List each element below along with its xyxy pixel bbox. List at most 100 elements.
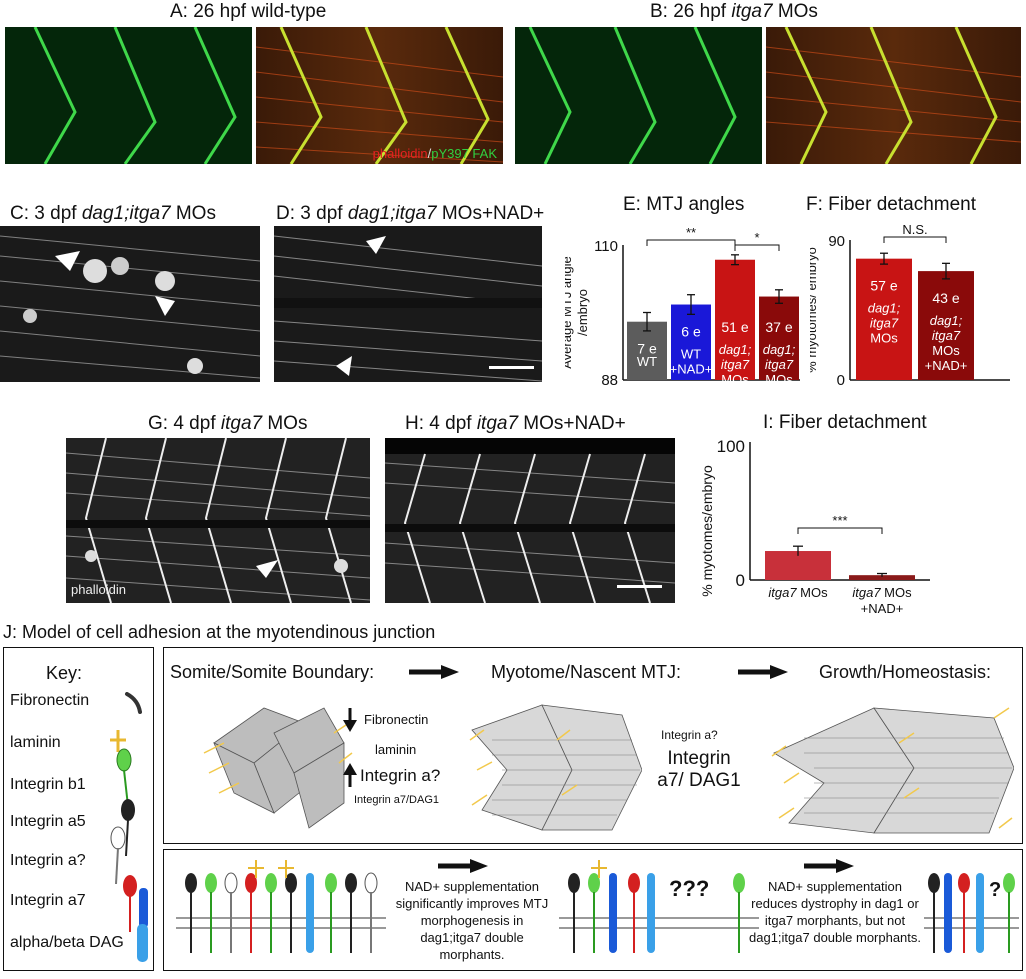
stage1-laminin: laminin bbox=[375, 742, 417, 757]
stage-2-label: Myotome/Nascent MTJ: bbox=[491, 662, 682, 682]
y-axis-label: /embryo bbox=[575, 289, 590, 336]
title-prefix: D: 3 dpf bbox=[276, 203, 348, 224]
panel-c-title: C: 3 dpf dag1;itga7 MOs bbox=[10, 203, 216, 225]
y-tick-label: 100 bbox=[717, 437, 745, 456]
stage-box: Somite/Somite Boundary: Myotome/Nascent … bbox=[163, 647, 1023, 844]
category-label: MOs bbox=[932, 343, 960, 358]
panel-a-title: A: 26 hpf wild-type bbox=[170, 1, 327, 22]
stage1-integrin: Integrin a? bbox=[360, 766, 441, 785]
stage2-small: Integrin a? bbox=[661, 728, 718, 742]
stain-label: phalloidin bbox=[71, 582, 126, 597]
stage1-integrin2: Integrin a7/DAG1 bbox=[354, 794, 439, 806]
n-label: 7 e bbox=[637, 341, 657, 357]
title-gene: itga7 bbox=[476, 413, 519, 434]
category-label: dag1; bbox=[719, 342, 752, 357]
title-gene: itga7 bbox=[220, 413, 263, 434]
title-suffix: MOs bbox=[262, 413, 308, 434]
stain-separator: / bbox=[427, 146, 432, 161]
title-suffix: MOs+NAD+ bbox=[436, 203, 545, 224]
title-suffix: MOs bbox=[772, 1, 818, 22]
y-axis-label: Average MTJ angle bbox=[565, 256, 574, 369]
chart-i-title: I: Fiber detachment bbox=[763, 412, 927, 433]
key-box: Key: Fibronectin laminin Integrin b1 Int… bbox=[3, 647, 154, 971]
significance-label: *** bbox=[832, 513, 847, 528]
panel-d-title: D: 3 dpf dag1;itga7 MOs+NAD+ bbox=[276, 203, 544, 225]
category-label: +NAD+ bbox=[925, 358, 968, 373]
bar bbox=[918, 271, 974, 380]
key-integrin-a-unknown-label: Integrin a? bbox=[10, 852, 86, 869]
key-dag-label: alpha/beta DAG bbox=[10, 934, 124, 951]
title-prefix: B: 26 hpf bbox=[650, 1, 732, 22]
chart-e-title: E: MTJ angles bbox=[623, 194, 745, 215]
category-label: dag1; bbox=[930, 313, 963, 328]
category-label: MOs bbox=[721, 372, 749, 385]
panel-h-title: H: 4 dpf itga7 MOs+NAD+ bbox=[405, 413, 626, 435]
stain-pfak: pY397 FAK bbox=[431, 146, 497, 161]
title-prefix: G: 4 dpf bbox=[148, 413, 221, 434]
stage-3-label: Growth/Homeostasis: bbox=[819, 662, 992, 682]
title-suffix: MOs+NAD+ bbox=[518, 413, 626, 434]
somite-illustration bbox=[203, 707, 353, 829]
integrin-a5-icon bbox=[121, 799, 135, 857]
integrin-a7-icon bbox=[123, 875, 137, 932]
panel-a-merge-image: phalloidin/pY397 FAK bbox=[256, 27, 503, 164]
title-prefix: C: 3 dpf bbox=[10, 203, 82, 224]
y-tick-label: 90 bbox=[828, 233, 845, 250]
panel-c-image bbox=[0, 226, 260, 382]
category-label: MOs bbox=[870, 331, 898, 346]
significance-bracket bbox=[646, 239, 736, 246]
y-tick-label: 88 bbox=[601, 372, 618, 385]
title-gene: dag1;itga7 bbox=[347, 203, 437, 224]
svg-text:???: ??? bbox=[669, 876, 709, 901]
muscle-fibers bbox=[66, 438, 370, 603]
category-label: itga7 bbox=[870, 316, 899, 331]
integrin-cluster bbox=[185, 872, 378, 953]
category-label: dag1; bbox=[763, 342, 796, 357]
n-label: 37 e bbox=[765, 319, 792, 335]
significance-bracket bbox=[734, 244, 780, 251]
stage-1-label: Somite/Somite Boundary: bbox=[170, 662, 375, 682]
chevron-lines bbox=[766, 27, 1021, 164]
arrow-down-icon bbox=[343, 708, 357, 732]
chevron-lines bbox=[528, 27, 737, 164]
fibronectin-icon bbox=[125, 692, 142, 714]
n-label: 43 e bbox=[932, 290, 959, 306]
arrow-right-icon bbox=[738, 665, 788, 679]
category-label: itga7 bbox=[932, 328, 961, 343]
key-integrin-a5-label: Integrin a5 bbox=[10, 813, 86, 830]
key-integrin-a7-label: Integrin a7 bbox=[10, 892, 86, 909]
category-label: +NAD+ bbox=[861, 601, 904, 616]
panel-j-title: J: Model of cell adhesion at the myotend… bbox=[3, 622, 436, 642]
membrane-illustration-2: ??? bbox=[559, 860, 759, 953]
laminin-icon bbox=[110, 730, 126, 752]
significance-bracket bbox=[883, 236, 947, 243]
category-label: itga7 bbox=[721, 357, 750, 372]
stage1-fibronectin: Fibronectin bbox=[364, 712, 429, 727]
category-label: itga7 MOs bbox=[852, 585, 912, 600]
chart-f-title: F: Fiber detachment bbox=[806, 194, 977, 215]
n-label: 57 e bbox=[870, 278, 897, 294]
muscle-fibers bbox=[274, 235, 542, 382]
category-label: WT bbox=[681, 347, 701, 362]
panel-h-image bbox=[385, 438, 675, 603]
chevron-lines bbox=[33, 27, 237, 164]
svg-text:?: ? bbox=[989, 879, 1001, 901]
n-label: 51 e bbox=[721, 319, 748, 335]
significance-bracket bbox=[797, 527, 883, 534]
significance-label: * bbox=[754, 230, 759, 245]
note-1: NAD+ supplementation significantly impro… bbox=[395, 879, 549, 962]
y-tick-label: 110 bbox=[594, 238, 618, 255]
muscle-fibers bbox=[385, 438, 675, 603]
membrane-illustration-1 bbox=[176, 860, 386, 953]
bar bbox=[671, 304, 711, 380]
note-2: NAD+ supplementation reduces dystrophy i… bbox=[749, 879, 922, 945]
key-title: Key: bbox=[46, 663, 83, 683]
panel-g-image: phalloidin bbox=[66, 438, 370, 603]
y-tick-label: 0 bbox=[736, 571, 745, 590]
bar bbox=[759, 296, 799, 380]
arrow-up-icon bbox=[343, 763, 357, 787]
significance-label: N.S. bbox=[902, 225, 927, 237]
title-gene: itga7 bbox=[731, 1, 773, 22]
growth-illustration bbox=[771, 707, 1014, 834]
